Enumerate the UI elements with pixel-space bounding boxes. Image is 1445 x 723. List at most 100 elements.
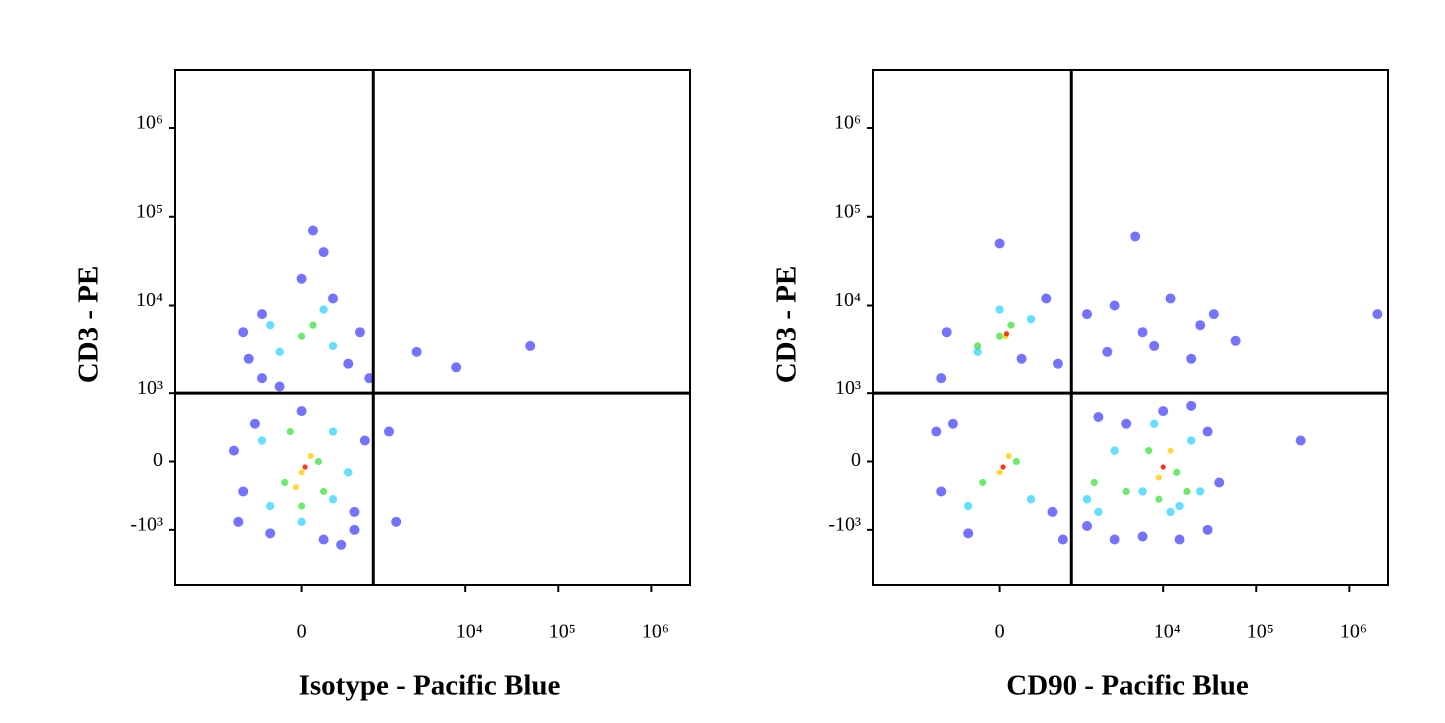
event-dot [297, 517, 306, 527]
event-dot [297, 502, 306, 510]
event-dot [1155, 474, 1162, 481]
x-tick-label: 10⁵ [1247, 621, 1274, 643]
event-dot [1372, 309, 1383, 320]
event-dot [963, 501, 973, 511]
event-dot [1186, 400, 1197, 411]
event-dot [314, 457, 323, 466]
x-tick-label: 10⁶ [1340, 621, 1367, 643]
event-dot [308, 225, 319, 236]
event-dot [1094, 507, 1103, 517]
event-dot [384, 426, 395, 437]
event-dot [1005, 453, 1012, 460]
event-dot [1138, 487, 1147, 496]
event-dot [1195, 320, 1206, 331]
points [228, 225, 536, 550]
y-tick-label: 10⁵ [136, 200, 163, 222]
event-dot [947, 418, 958, 429]
event-dot [973, 347, 982, 357]
event-dot [931, 426, 942, 437]
x-axis-label: CD90 - Pacific Blue [1006, 670, 1249, 702]
event-dot [275, 347, 284, 357]
event-dot [1000, 464, 1006, 470]
event-dot [328, 341, 338, 351]
event-dot [973, 342, 982, 350]
y-tick-label: 0 [851, 449, 861, 471]
event-dot [257, 436, 267, 445]
event-dot [238, 486, 249, 497]
event-dot [281, 478, 289, 487]
y-axis-label: CD3 - PE [771, 266, 803, 384]
event-dot [1041, 293, 1052, 304]
x-tick-label: 0 [995, 621, 1005, 643]
event-dot [1183, 487, 1191, 496]
event-dot [994, 238, 1005, 249]
event-dot [1110, 446, 1119, 455]
event-dot [1149, 340, 1160, 351]
event-dot [1093, 411, 1104, 422]
event-dot [936, 373, 947, 384]
x-axis-label: Isotype - Pacific Blue [299, 670, 561, 702]
event-dot [318, 534, 329, 545]
event-dot [344, 468, 353, 477]
y-tick-label: 10³ [835, 377, 861, 399]
points [931, 231, 1383, 545]
event-dot [328, 495, 338, 504]
x-tick-label: 10⁶ [642, 621, 669, 643]
event-dot [941, 327, 952, 338]
event-dot [349, 506, 360, 517]
event-dot [1082, 521, 1093, 532]
event-dot [1202, 524, 1213, 535]
event-dot [318, 247, 329, 258]
event-dot [1121, 418, 1132, 429]
event-dot [996, 469, 1003, 476]
event-dot [249, 418, 260, 429]
x-tick-label: 10⁵ [549, 621, 576, 643]
y-tick-label: -10³ [828, 513, 861, 535]
event-dot [286, 427, 294, 436]
event-dot [1230, 335, 1241, 346]
event-dot [302, 464, 308, 470]
event-dot [343, 358, 354, 369]
event-dot [257, 373, 268, 384]
event-dot [1186, 436, 1196, 445]
event-dot [228, 445, 239, 456]
event-dot [265, 501, 275, 511]
event-dot [1090, 478, 1098, 487]
event-dot [297, 332, 306, 340]
y-tick-label: 10⁴ [834, 289, 861, 311]
event-dot [1173, 468, 1181, 476]
event-dot [1295, 435, 1306, 446]
event-dot [296, 273, 307, 284]
event-dot [274, 381, 285, 392]
event-dot [1155, 495, 1163, 503]
event-dot [1052, 358, 1063, 369]
y-tick-label: 10⁴ [136, 289, 163, 311]
event-dot [525, 340, 536, 351]
event-dot [1109, 300, 1120, 311]
y-tick-label: 10⁶ [834, 112, 861, 134]
event-dot [336, 539, 347, 550]
event-dot [1145, 447, 1153, 455]
event-dot [354, 327, 365, 338]
y-tick-label: 10⁶ [136, 112, 163, 134]
event-dot [995, 332, 1004, 340]
event-dot [1109, 534, 1120, 545]
event-dot [1167, 447, 1174, 454]
event-dot [296, 406, 307, 417]
x-tick-label: 0 [297, 621, 307, 643]
event-dot [1003, 331, 1010, 337]
event-dot [1202, 426, 1213, 437]
event-dot [319, 305, 328, 314]
event-dot [320, 487, 328, 496]
event-dot [349, 524, 360, 535]
event-dot [936, 486, 947, 497]
y-axis-label: CD3 - PE [73, 266, 105, 384]
plot-frame [174, 69, 691, 586]
event-dot [1166, 507, 1175, 517]
y-tick-label: -10³ [130, 513, 163, 535]
event-dot [1165, 293, 1176, 304]
event-dot [243, 353, 254, 364]
event-dot [328, 293, 339, 304]
event-dot [1160, 464, 1166, 470]
